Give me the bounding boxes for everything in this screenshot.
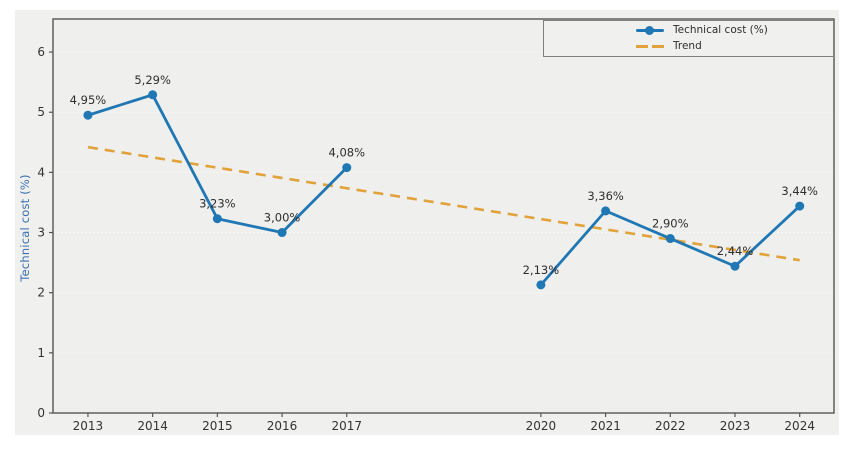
data-point-label: 2,90% <box>652 217 689 231</box>
legend-dot-icon <box>645 26 654 35</box>
y-tick-label: 6 <box>37 45 45 59</box>
data-point-label: 3,23% <box>199 197 236 211</box>
legend-item-technical-cost: Technical cost (%) <box>636 24 833 37</box>
data-point-label: 4,08% <box>328 146 365 160</box>
x-tick-label: 2022 <box>655 419 686 433</box>
x-tick-label: 2023 <box>720 419 751 433</box>
data-point <box>601 206 611 216</box>
x-tick-label: 2013 <box>73 419 104 433</box>
x-tick-label: 2016 <box>267 419 298 433</box>
data-point-label: 2,13% <box>523 263 560 277</box>
x-tick-label: 2017 <box>331 419 362 433</box>
plot-area-background <box>53 19 834 413</box>
data-point <box>795 201 805 211</box>
legend-dash-icon <box>636 45 664 48</box>
y-tick-label: 4 <box>37 165 45 179</box>
legend-item-trend: Trend <box>636 40 833 53</box>
data-point-label: 3,00% <box>264 211 301 225</box>
data-point-label: 3,36% <box>587 189 624 203</box>
legend-label-technical-cost: Technical cost (%) <box>673 24 768 36</box>
data-point <box>536 280 546 290</box>
data-point <box>148 90 158 100</box>
data-point <box>212 214 222 224</box>
trend-line <box>87 145 800 262</box>
data-point <box>83 110 93 120</box>
legend-label-trend: Trend <box>673 40 702 52</box>
data-point-label: 4,95% <box>70 93 107 107</box>
y-tick-label: 2 <box>37 286 45 300</box>
y-axis-title: Technical cost (%) <box>18 174 32 282</box>
x-tick-label: 2024 <box>784 419 815 433</box>
x-tick-label: 2014 <box>137 419 168 433</box>
data-point <box>277 228 287 238</box>
x-tick-label: 2020 <box>526 419 557 433</box>
data-point-label: 3,44% <box>781 184 818 198</box>
y-tick-label: 1 <box>37 346 45 360</box>
data-point <box>665 234 675 244</box>
plot-border <box>52 18 835 414</box>
data-point <box>730 261 740 271</box>
x-tick-label: 2015 <box>202 419 233 433</box>
legend-line-marker-icon <box>636 26 664 35</box>
y-tick-label: 3 <box>37 226 45 240</box>
y-tick-label: 0 <box>37 406 45 420</box>
data-point-label: 2,44% <box>717 244 754 258</box>
data-point-label: 5,29% <box>134 73 171 87</box>
data-point <box>342 163 352 173</box>
y-tick-label: 5 <box>37 105 45 119</box>
legend: Technical cost (%) Trend <box>543 20 834 57</box>
x-tick-label: 2021 <box>590 419 621 433</box>
